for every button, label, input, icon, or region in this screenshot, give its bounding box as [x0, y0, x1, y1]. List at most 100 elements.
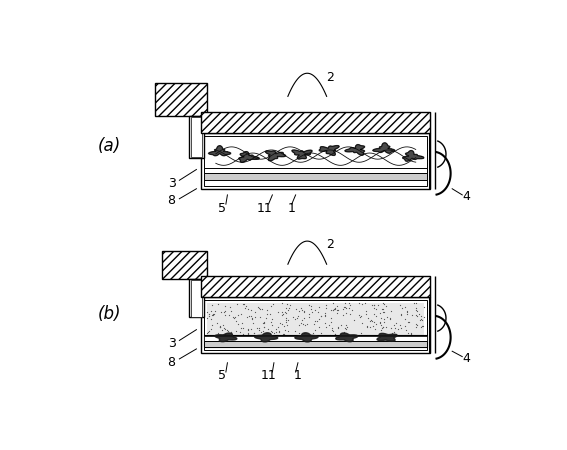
- Point: [336, 321, 345, 328]
- Bar: [191, 280, 202, 316]
- Point: [236, 328, 245, 336]
- Point: [260, 324, 269, 331]
- Point: [331, 304, 340, 311]
- Point: [396, 310, 405, 317]
- Point: [240, 305, 249, 312]
- Point: [228, 313, 237, 320]
- Point: [202, 329, 211, 337]
- Point: [389, 321, 398, 328]
- Bar: [204, 335, 428, 346]
- Point: [340, 328, 349, 335]
- Point: [299, 330, 308, 337]
- Point: [274, 308, 283, 315]
- Polygon shape: [292, 150, 312, 159]
- Point: [412, 321, 421, 328]
- Point: [346, 302, 355, 309]
- Point: [297, 306, 306, 313]
- Point: [285, 301, 294, 308]
- Point: [317, 329, 326, 336]
- Point: [202, 309, 211, 316]
- Point: [280, 309, 289, 316]
- Point: [266, 310, 275, 318]
- Point: [320, 312, 329, 319]
- Point: [261, 314, 270, 321]
- Point: [260, 318, 269, 325]
- Point: [213, 301, 222, 308]
- Point: [291, 327, 300, 334]
- Point: [361, 308, 370, 315]
- Point: [278, 311, 287, 318]
- Point: [253, 303, 263, 310]
- Point: [284, 306, 293, 313]
- Bar: [206, 303, 424, 335]
- Point: [340, 300, 349, 307]
- Point: [226, 328, 235, 335]
- Point: [217, 308, 226, 315]
- Point: [328, 328, 337, 335]
- Point: [416, 316, 425, 323]
- Point: [357, 300, 366, 307]
- Point: [340, 303, 349, 310]
- Point: [372, 320, 381, 328]
- Point: [363, 315, 373, 322]
- Point: [208, 321, 217, 328]
- Point: [328, 327, 337, 334]
- Point: [365, 318, 374, 325]
- Point: [386, 324, 395, 331]
- Point: [345, 310, 354, 318]
- Point: [266, 328, 276, 335]
- Point: [271, 325, 280, 333]
- Point: [404, 329, 413, 336]
- Point: [257, 328, 266, 336]
- Point: [244, 312, 253, 319]
- Text: 4: 4: [462, 190, 470, 203]
- Point: [310, 306, 319, 314]
- Point: [307, 309, 316, 316]
- Polygon shape: [373, 143, 395, 153]
- Point: [295, 322, 304, 329]
- Text: 2: 2: [327, 238, 335, 252]
- Point: [411, 299, 420, 306]
- Point: [417, 324, 426, 331]
- Point: [255, 314, 264, 321]
- Point: [396, 311, 405, 318]
- Polygon shape: [403, 151, 424, 161]
- Point: [269, 329, 278, 337]
- Point: [363, 323, 372, 330]
- Point: [417, 313, 426, 320]
- Point: [374, 302, 383, 309]
- Point: [379, 309, 388, 316]
- Point: [403, 310, 412, 317]
- Point: [400, 322, 409, 329]
- Point: [401, 316, 410, 323]
- Point: [403, 308, 412, 315]
- Point: [231, 314, 240, 321]
- Point: [411, 306, 420, 313]
- Point: [254, 326, 263, 333]
- Point: [256, 306, 265, 313]
- Point: [210, 310, 219, 317]
- Point: [357, 313, 366, 320]
- Bar: [204, 301, 428, 350]
- Point: [330, 331, 339, 338]
- Point: [269, 300, 278, 307]
- Polygon shape: [345, 144, 365, 155]
- Point: [329, 299, 338, 306]
- Text: 1: 1: [288, 202, 295, 215]
- Point: [327, 324, 336, 332]
- Point: [378, 324, 387, 331]
- Point: [205, 310, 214, 317]
- Text: 1: 1: [294, 369, 302, 382]
- Bar: [201, 276, 430, 297]
- Point: [297, 317, 306, 324]
- Point: [257, 306, 266, 313]
- Point: [411, 321, 420, 328]
- Polygon shape: [239, 152, 259, 162]
- Point: [304, 301, 314, 308]
- Point: [327, 314, 336, 321]
- Point: [208, 311, 217, 318]
- Point: [333, 324, 342, 331]
- Point: [213, 319, 222, 326]
- Point: [371, 306, 380, 313]
- Point: [216, 324, 225, 331]
